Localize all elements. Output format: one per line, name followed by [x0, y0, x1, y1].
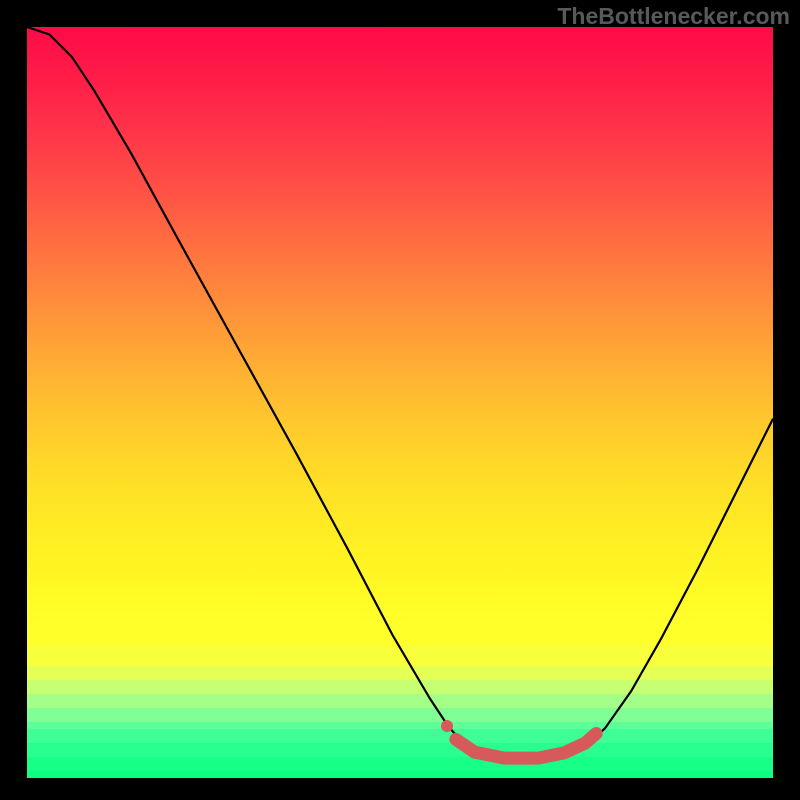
- watermark-text: TheBottlenecker.com: [557, 3, 790, 30]
- plot-area: [27, 27, 773, 773]
- chart-canvas: TheBottlenecker.com: [0, 0, 800, 800]
